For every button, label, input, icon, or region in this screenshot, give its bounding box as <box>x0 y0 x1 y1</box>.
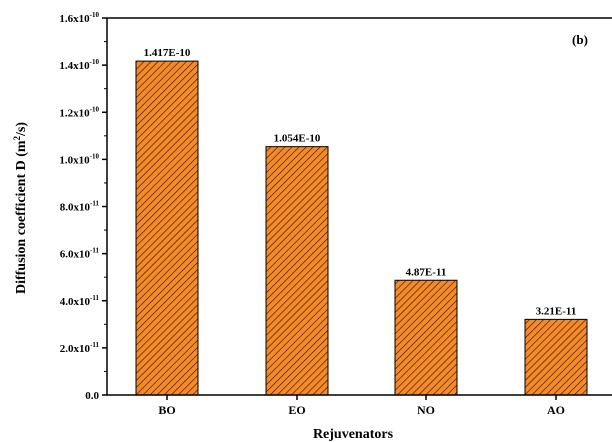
x-tick-label-eo: EO <box>288 403 305 417</box>
bar-no <box>394 279 458 396</box>
data-label-ao: 3.21E-11 <box>536 305 577 317</box>
axes-group: BO EO NO AO 0.0 2.0x10-11 4.0x10-11 6.0x10-11 8.… <box>59 11 612 417</box>
bar-eo <box>265 146 329 396</box>
data-label-bo: 1.417E-10 <box>144 47 191 59</box>
y-tick-label: 1.2x10-10 <box>59 105 99 119</box>
y-tick-label: 4.0x10-11 <box>60 294 100 308</box>
x-axis-title: Rejuvenators <box>313 427 394 442</box>
panel-label: (b) <box>572 32 588 47</box>
x-tick-label-no: NO <box>417 403 435 417</box>
y-tick-label: 8.0x10-11 <box>60 200 100 214</box>
x-tick-label-ao: AO <box>547 403 565 417</box>
y-tick-label: 1.4x10-10 <box>59 58 99 72</box>
y-axis-title: Diffusion coefficient D (m2/s) <box>12 122 29 294</box>
bar-bo <box>135 60 199 396</box>
data-label-no: 4.87E-11 <box>406 266 447 278</box>
data-label-eo: 1.054E-10 <box>274 133 321 145</box>
y-tick-label: 6.0x10-11 <box>60 247 100 261</box>
bar-ao <box>524 318 588 396</box>
y-tick-label: 2.0x10-11 <box>60 341 100 355</box>
bars-group: 1.417E-10 1.054E-10 4.87E-11 3.21E-11 <box>135 47 588 396</box>
x-tick-label-bo: BO <box>158 403 175 417</box>
y-tick-label: 1.0x10-10 <box>59 152 99 166</box>
y-tick-label: 0.0 <box>85 390 99 402</box>
y-tick-label: 1.6x10-10 <box>59 11 99 25</box>
